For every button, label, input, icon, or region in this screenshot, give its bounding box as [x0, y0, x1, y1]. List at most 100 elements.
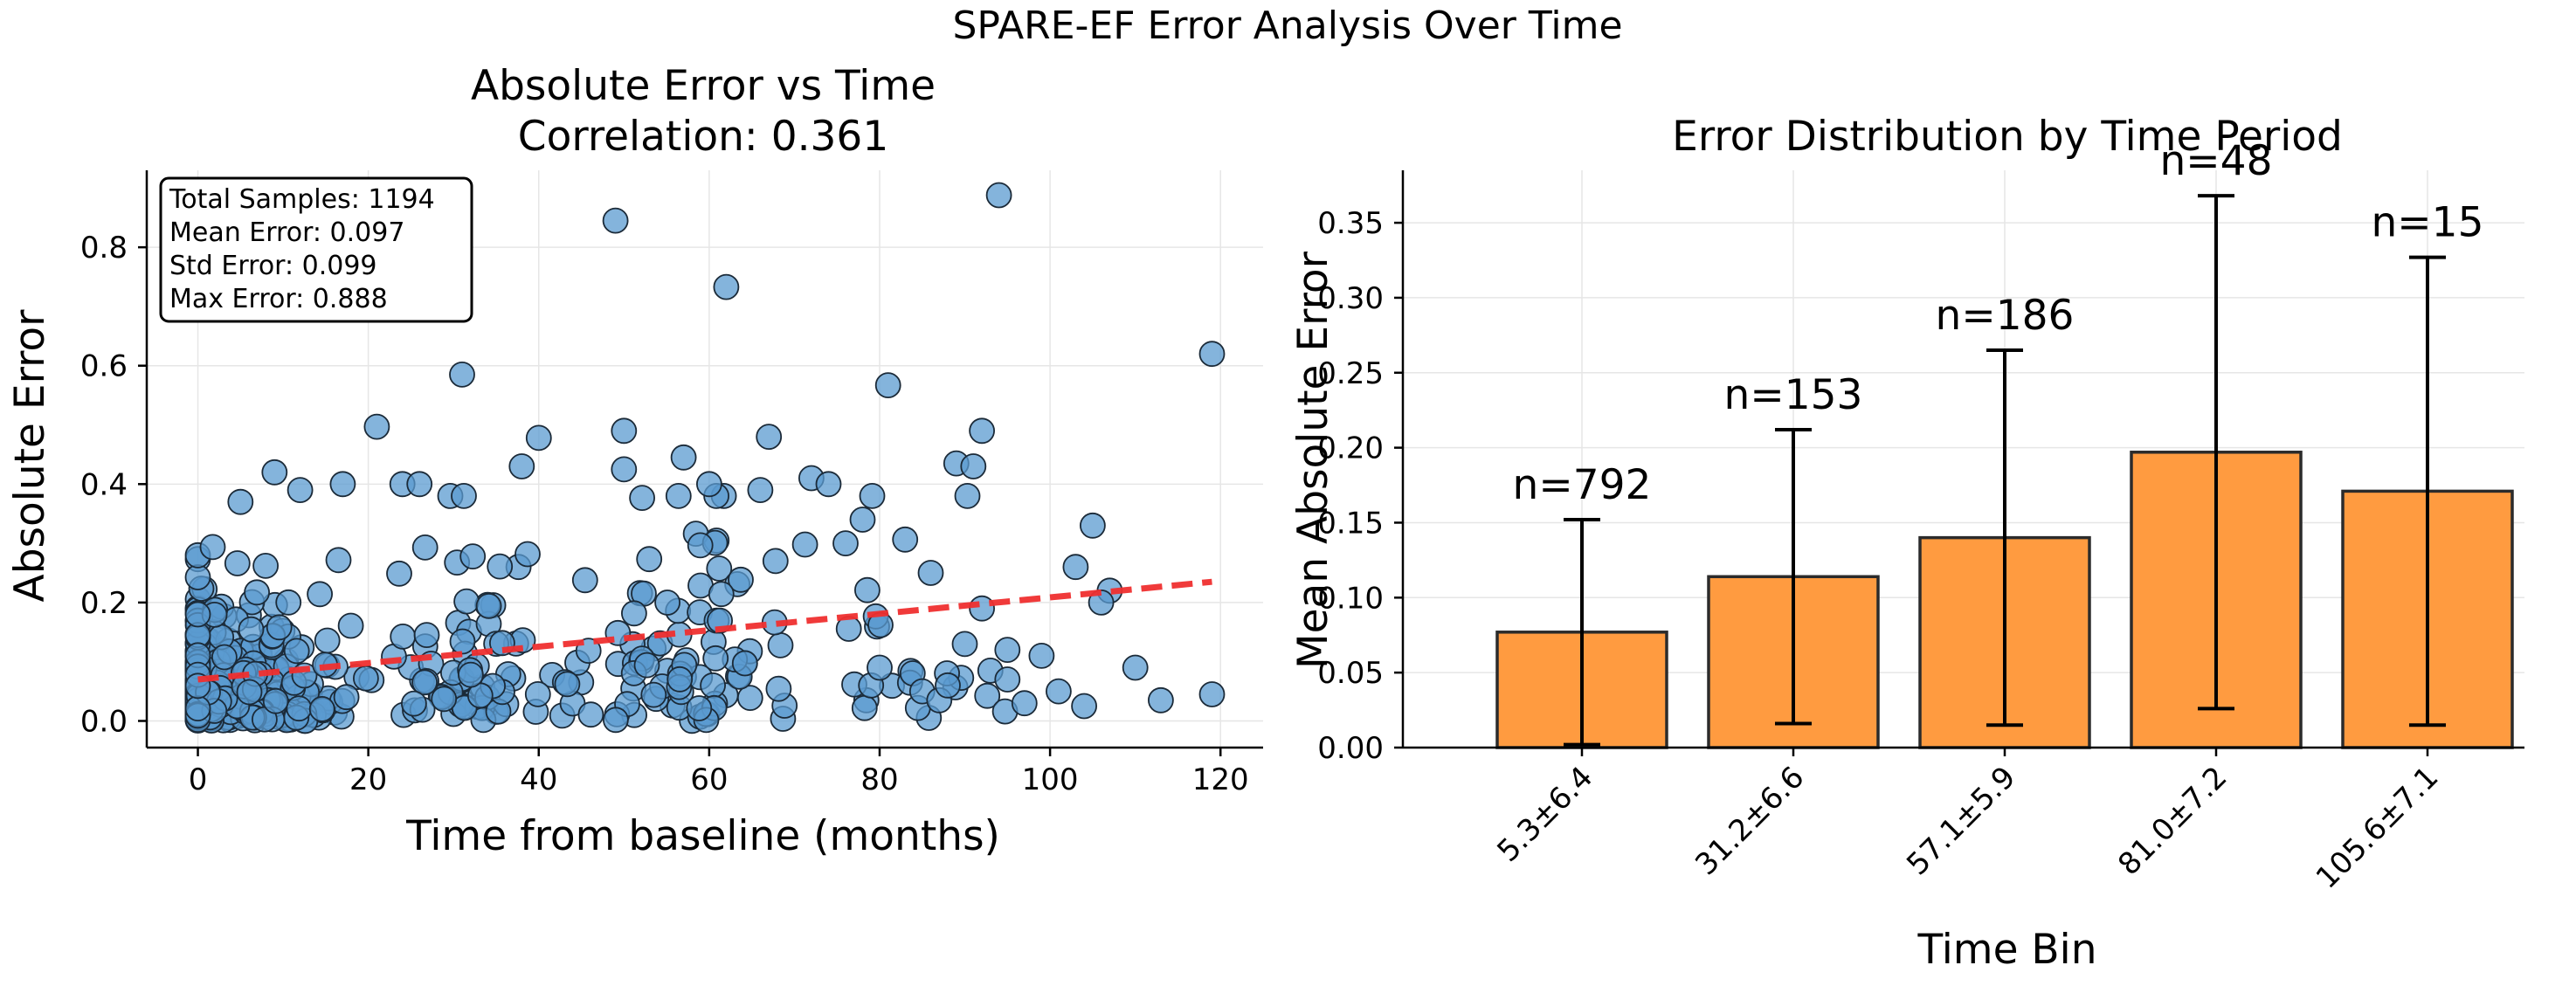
scatter-point — [363, 413, 390, 440]
scatter-x-ticks: 0 20 40 60 80 100 120 — [189, 748, 1249, 797]
scatter-point — [867, 654, 893, 681]
bar-x-axis-label: Time Bin — [1916, 926, 2096, 974]
scatter-point — [459, 543, 487, 569]
scatter-point — [352, 665, 379, 692]
x-tick-label: 105.6±7.1 — [2310, 760, 2445, 895]
scatter-point — [261, 459, 288, 486]
scatter-point — [577, 701, 604, 728]
scatter-point — [1122, 654, 1149, 681]
scatter-point — [333, 684, 360, 711]
x-tick-label: 120 — [1192, 762, 1249, 797]
scatter-point — [184, 601, 211, 628]
scatter-point — [1148, 686, 1174, 714]
scatter-point — [603, 707, 629, 734]
scatter-point — [854, 576, 881, 603]
x-tick-label: 80 — [860, 762, 898, 797]
scatter-point — [696, 471, 722, 498]
scatter-point — [449, 361, 475, 388]
scatter-point — [832, 530, 859, 556]
y-tick-label: 0.05 — [1317, 656, 1384, 691]
scatter-point — [791, 531, 818, 558]
scatter-point — [184, 695, 211, 721]
scatter-point — [515, 541, 541, 568]
scatter-point — [411, 669, 439, 696]
stats-total-samples: Total Samples: 1194 — [169, 184, 435, 215]
scatter-point — [266, 614, 293, 641]
scatter-y-axis-label: Absolute Error — [6, 309, 54, 603]
scatter-point — [917, 560, 944, 586]
stats-box-frame — [159, 176, 473, 323]
scatter-point — [1011, 690, 1038, 717]
scatter-point — [224, 550, 251, 576]
scatter-point — [524, 681, 551, 707]
scatter-point — [1088, 590, 1115, 616]
scatter-point — [449, 628, 476, 655]
y-tick-label: 0.10 — [1317, 581, 1384, 616]
scatter-point — [629, 485, 655, 511]
scatter-point — [199, 534, 226, 561]
scatter-point — [411, 534, 439, 561]
scatter-point — [960, 453, 987, 479]
scatter-point — [211, 644, 238, 671]
x-tick-label: 0 — [189, 762, 208, 797]
scatter-point — [874, 372, 901, 399]
scatter-point — [252, 553, 280, 579]
count-label: n=15 — [2372, 199, 2484, 247]
scatter-point — [708, 581, 735, 608]
scatter-x-axis-label: Time from baseline (months) — [405, 812, 1000, 860]
scatter-point — [451, 483, 477, 509]
scatter-point — [756, 424, 783, 451]
trend-line — [197, 578, 1212, 683]
scatter-point — [767, 632, 794, 658]
y-tick-label: 0.20 — [1317, 431, 1384, 466]
y-tick-label: 0.25 — [1317, 356, 1384, 391]
y-tick-label: 0.6 — [80, 349, 128, 384]
scatter-point — [227, 488, 254, 515]
scatter-point — [1071, 693, 1097, 720]
scatter-point — [670, 444, 697, 471]
figure-title: SPARE-EF Error Analysis Over Time — [952, 3, 1622, 48]
x-tick-label: 100 — [1022, 762, 1079, 797]
scatter-point — [700, 672, 726, 699]
scatter-point — [702, 645, 729, 672]
y-tick-label: 0.8 — [80, 231, 128, 265]
y-tick-label: 0.4 — [80, 467, 128, 502]
scatter-point — [611, 417, 638, 445]
bar-title: Error Distribution by Time Period — [1672, 113, 2343, 161]
scatter-point — [765, 675, 792, 702]
scatter-point — [453, 588, 480, 615]
y-tick-label: 0.00 — [1317, 731, 1384, 766]
x-tick-label: 5.3±6.4 — [1490, 760, 1599, 869]
scatter-point — [262, 687, 289, 714]
bar-x-ticks: 5.3±6.4 31.2±6.6 57.1±5.9 81.0±7.2 105.6±7.1 — [1490, 748, 2445, 896]
stats-box: Total Samples: 1194 Mean Error: 0.097 St… — [159, 176, 473, 323]
scatter-point — [386, 560, 412, 587]
scatter-point — [654, 590, 680, 616]
scatter-point — [400, 690, 427, 717]
scatter-point — [406, 471, 433, 498]
scatter-point — [935, 672, 961, 699]
scatter-point — [985, 182, 1012, 209]
scatter-point — [687, 532, 714, 559]
x-tick-label: 20 — [349, 762, 387, 797]
scatter-point — [974, 682, 1001, 709]
scatter-point — [762, 548, 789, 575]
scatter-subtitle: Correlation: 0.361 — [518, 113, 889, 161]
scatter-point — [458, 661, 484, 688]
bar-axes — [1401, 170, 2524, 749]
scatter-point — [602, 207, 629, 234]
scatter-point — [994, 637, 1021, 663]
scatter-title: Absolute Error vs Time — [471, 62, 936, 110]
scatter-point — [951, 631, 978, 658]
scatter-point — [508, 453, 535, 479]
scatter-point — [184, 564, 211, 590]
count-label: n=792 — [1513, 461, 1652, 509]
scatter-point — [859, 483, 886, 509]
scatter-point — [238, 616, 265, 643]
y-tick-label: 0.0 — [80, 704, 128, 739]
scatter-point — [686, 695, 713, 721]
bar-y-axis-label: Mean Absolute Error — [1289, 251, 1337, 669]
scatter-point — [325, 547, 352, 574]
x-tick-label: 40 — [520, 762, 557, 797]
